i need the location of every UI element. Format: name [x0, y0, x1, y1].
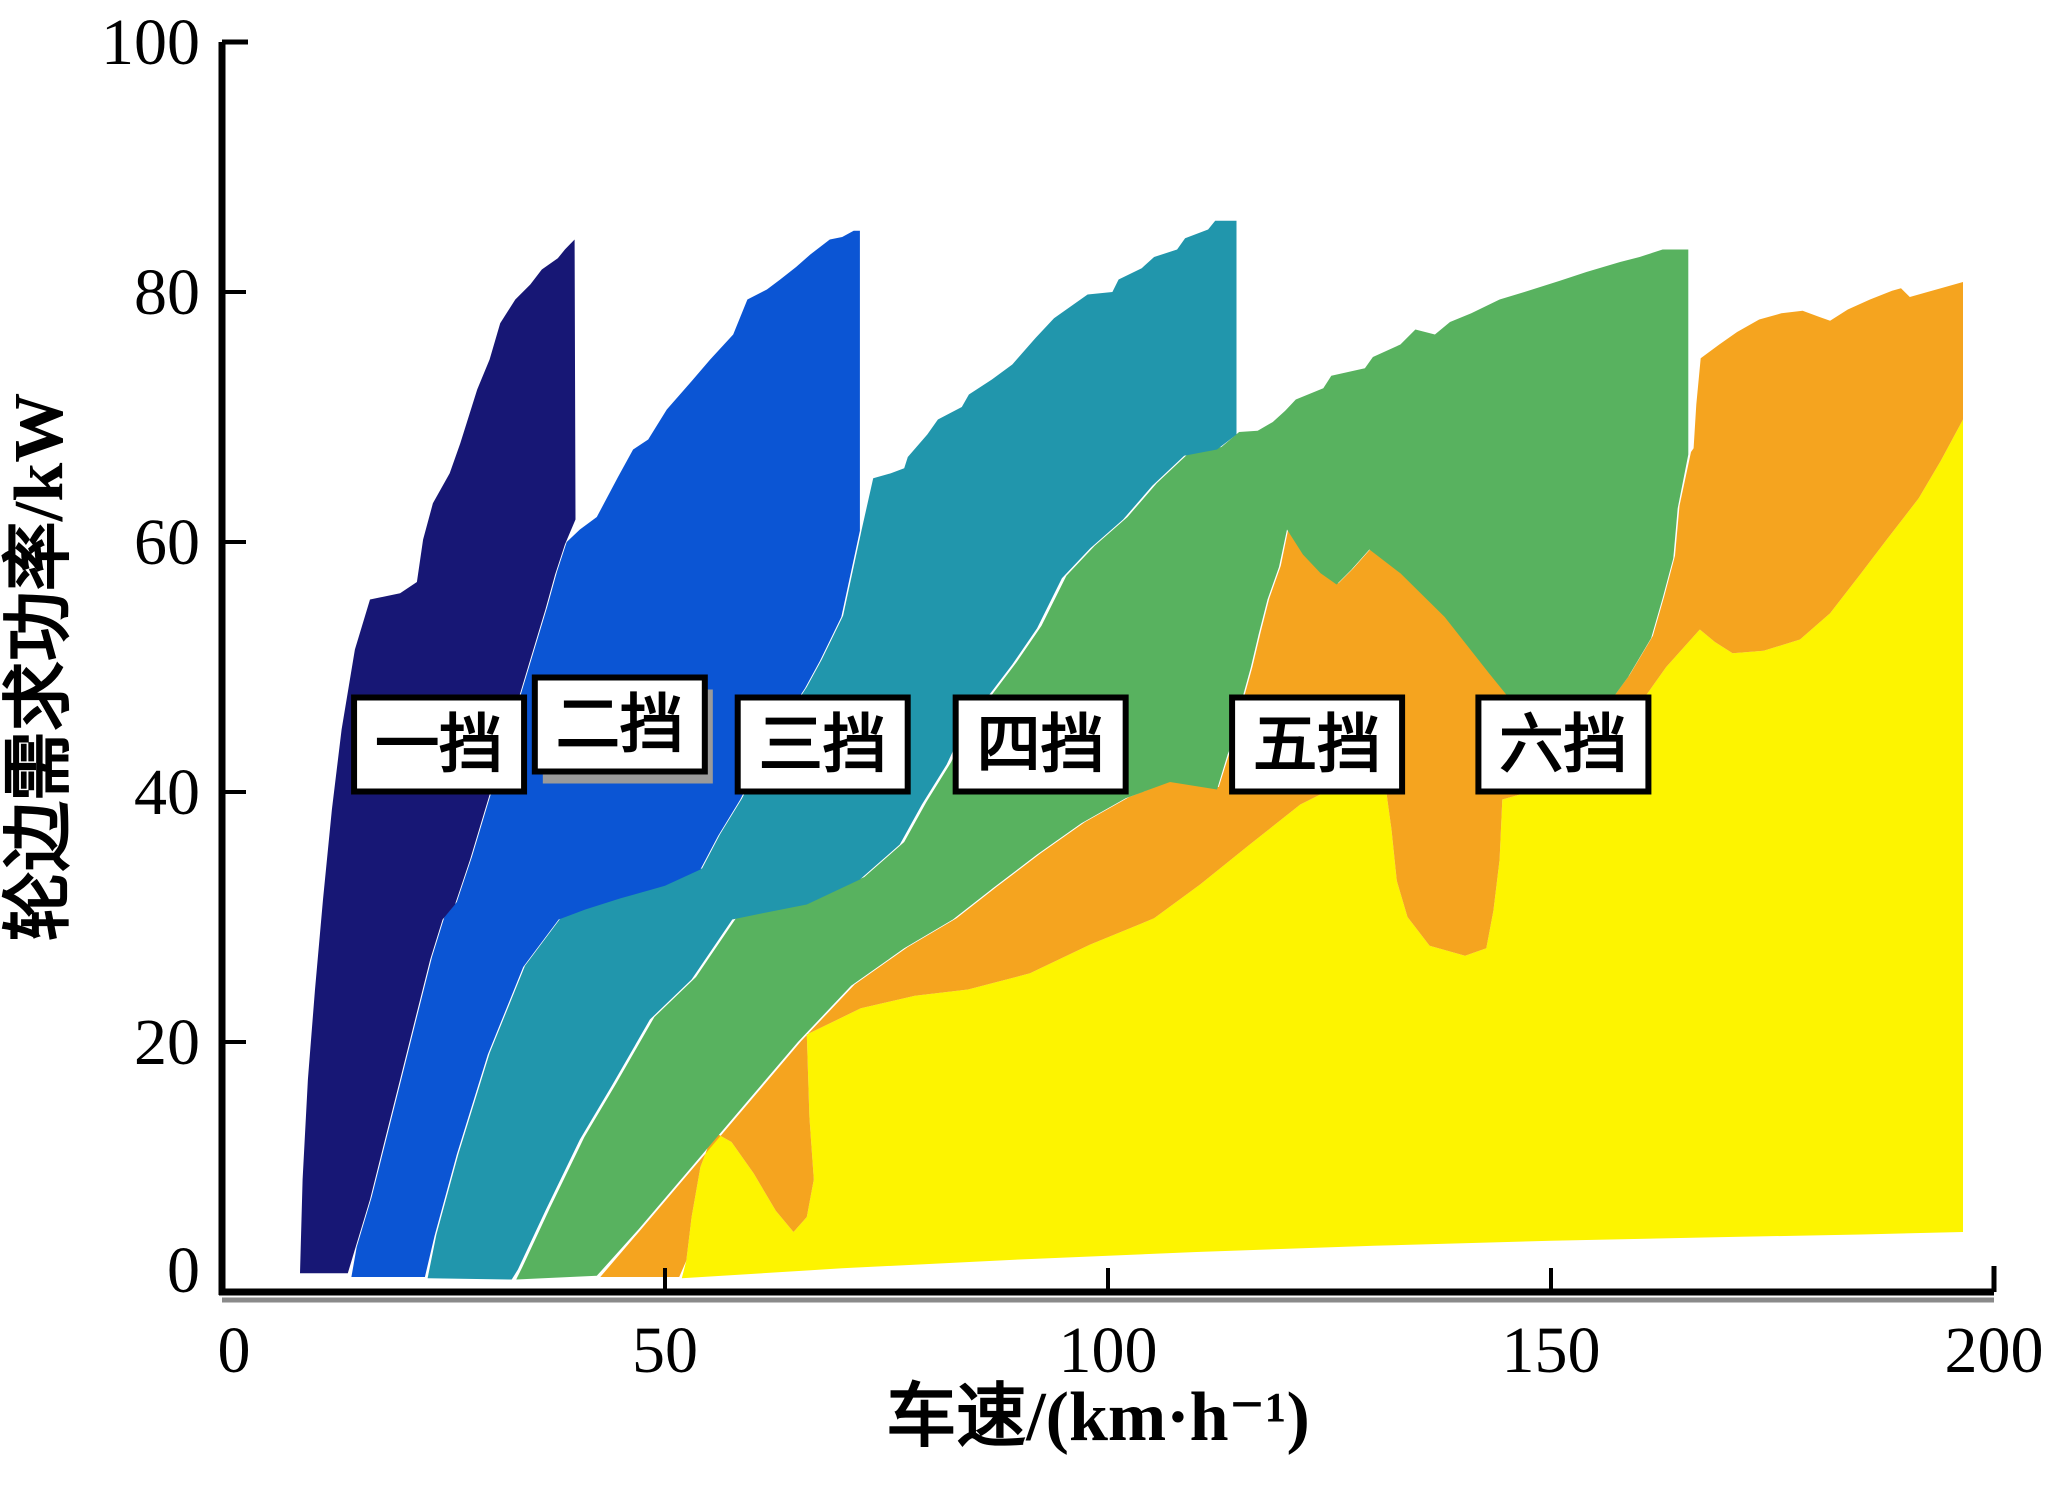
- x-tick-label-150: 150: [1502, 1314, 1601, 1387]
- gear-label-box: [1229, 694, 1406, 795]
- gear-label-text: 二挡: [556, 690, 684, 761]
- gear-label-gear6: 六挡: [1475, 694, 1652, 795]
- gear-label-box: [531, 674, 708, 775]
- gear-label-gear2: 二挡: [531, 674, 713, 784]
- y-tick-label-40: 40: [134, 756, 200, 829]
- gear-label-gear5: 五挡: [1229, 694, 1406, 795]
- y-tick-label-80: 80: [134, 256, 200, 329]
- gear-label-text: 五挡: [1253, 710, 1381, 781]
- y-tick-label-0: 0: [167, 1234, 200, 1307]
- gear-label-box: [351, 694, 528, 795]
- gear-label-gear3: 三挡: [734, 694, 911, 795]
- gear-label-box: [952, 694, 1129, 795]
- y-axis-title: 轮边需求功率/kW: [0, 393, 78, 941]
- gear-label-gear1: 一挡: [351, 694, 528, 795]
- gear-label-text: 一挡: [375, 710, 503, 781]
- gear-label-box: [1475, 694, 1652, 795]
- y-tick-label-20: 20: [134, 1006, 200, 1079]
- x-tick-label-50: 50: [632, 1314, 698, 1387]
- region-gear6: [681, 419, 1963, 1279]
- y-tick-label-100: 100: [101, 6, 200, 79]
- x-tick-label-200: 200: [1945, 1314, 2044, 1387]
- gear-label-text: 六挡: [1499, 710, 1627, 781]
- x-tick-label-0: 0: [218, 1314, 251, 1387]
- gear-label-gear4: 四挡: [952, 694, 1129, 795]
- gear-label-text: 三挡: [759, 710, 887, 781]
- gear-label-text: 四挡: [977, 710, 1105, 781]
- x-tick-label-100: 100: [1059, 1314, 1158, 1387]
- y-tick-label-60: 60: [134, 506, 200, 579]
- gear-label-box: [734, 694, 911, 795]
- x-axis-title: 车速/(km·h⁻¹): [886, 1378, 1310, 1456]
